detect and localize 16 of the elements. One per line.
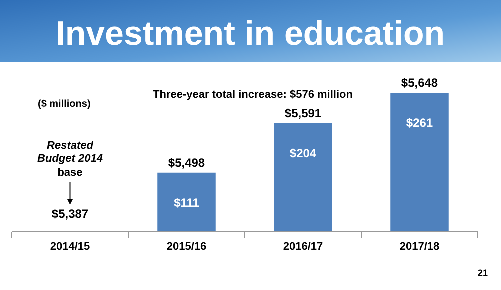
annotation: $5,591 <box>284 106 322 120</box>
x-tick-label: 2014/15 <box>50 241 90 253</box>
annotation: ($ millions) <box>38 99 91 110</box>
x-tick-label: 2016/17 <box>283 241 324 253</box>
data-label: $111 <box>174 196 200 210</box>
annotation: $5,387 <box>52 207 89 221</box>
x-tick-label: 2015/16 <box>166 241 207 253</box>
x-tick-label: 2017/18 <box>400 241 440 253</box>
chart-title: Investment in education <box>56 15 446 53</box>
data-label: $204 <box>290 146 317 160</box>
text: 21 <box>478 268 488 278</box>
annotation: $5,648 <box>401 76 438 90</box>
annotation: $5,498 <box>168 156 206 170</box>
annotation: base <box>58 167 83 179</box>
data-label: $261 <box>406 116 434 130</box>
annotation: Three-year total increase: $576 million <box>153 89 354 101</box>
